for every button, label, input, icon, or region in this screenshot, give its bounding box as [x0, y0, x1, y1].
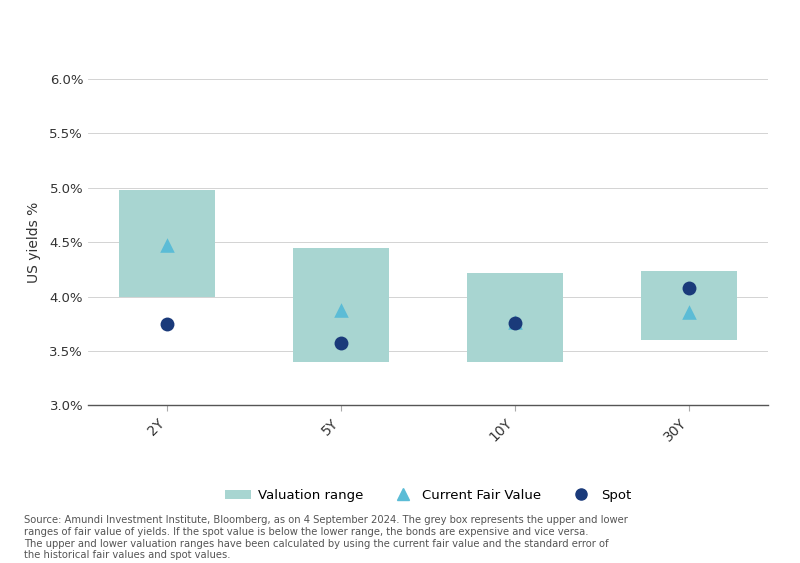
- Point: [334, 305, 347, 314]
- Bar: [119, 190, 214, 297]
- Point: [160, 319, 173, 328]
- Text: The short end of the US yield curve is now expensive: The short end of the US yield curve is n…: [10, 23, 573, 42]
- Text: Source: Amundi Investment Institute, Bloomberg, as on 4 September 2024. The grey: Source: Amundi Investment Institute, Blo…: [24, 515, 628, 560]
- Y-axis label: US yields %: US yields %: [27, 202, 41, 283]
- Bar: [293, 248, 389, 362]
- Point: [160, 241, 173, 250]
- Point: [509, 317, 522, 326]
- Bar: [642, 271, 737, 340]
- Bar: [467, 272, 563, 362]
- Legend: Valuation range, Current Fair Value, Spot: Valuation range, Current Fair Value, Spo…: [219, 484, 637, 507]
- Point: [334, 339, 347, 348]
- Point: [509, 318, 522, 327]
- Point: [683, 283, 696, 292]
- Point: [683, 307, 696, 316]
